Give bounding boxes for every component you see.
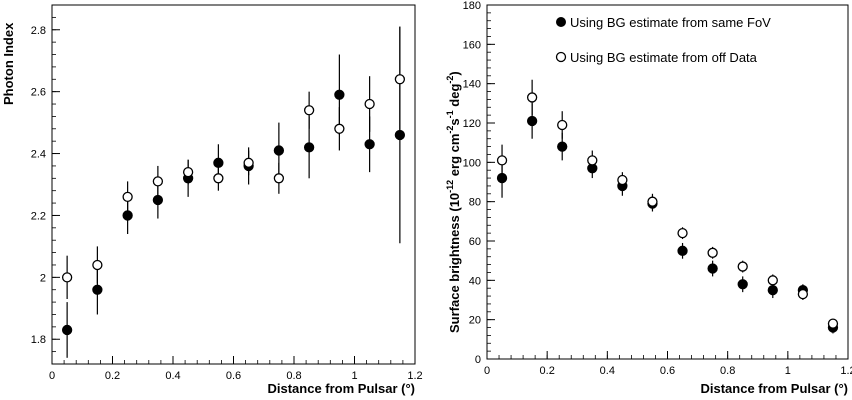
right-y-tick-label: 60 <box>469 236 481 248</box>
ylabel-part-main: Surface brightness (10 <box>447 193 462 333</box>
legend: Using BG estimate from same FoV Using BG… <box>555 15 771 65</box>
left-point-s0 <box>334 89 345 100</box>
left-point-s1 <box>213 173 224 184</box>
right-point-s1 <box>617 174 628 186</box>
ylabel-part-end: ) <box>447 71 462 75</box>
left-x-tick-label: 0.2 <box>105 370 120 382</box>
right-x-tick-label: 0.6 <box>660 365 675 377</box>
left-y-tick-label: 1.8 <box>31 334 46 346</box>
legend-marker-filled <box>556 17 566 27</box>
right-y-tick-label: 100 <box>463 157 481 169</box>
right-x-tick-label: 0.2 <box>540 365 555 377</box>
right-point-s1 <box>767 275 778 286</box>
left-point-s1 <box>273 173 285 184</box>
left-point-s1 <box>364 98 375 110</box>
right-y-tick-label: 160 <box>463 39 481 51</box>
right-y-tick-label: 40 <box>469 275 481 287</box>
left-x-tick-label: 1.2 <box>407 370 422 382</box>
right-point-s1 <box>827 318 839 329</box>
right-point-s1 <box>707 247 718 258</box>
left-x-tick-label: 0 <box>49 370 55 382</box>
right-y-axis-label: Surface brightness (10-12 erg cm-2s-1 de… <box>445 71 462 333</box>
right-data-marks <box>496 79 839 334</box>
left-y-ticks: 1.8 2 2.2 2.4 2.6 2.8 <box>31 4 60 365</box>
left-point-s1 <box>182 166 194 178</box>
left-y-axis-label: Photon Index <box>1 22 16 105</box>
right-y-tick-label: 120 <box>463 118 481 130</box>
right-point-s0 <box>737 279 748 290</box>
left-plot-frame <box>51 4 416 365</box>
left-x-axis-label: Distance from Pulsar (°) <box>267 381 415 396</box>
left-x-ticks: 0 0.2 0.4 0.6 0.8 1 1.2 <box>49 356 423 382</box>
legend-label-off-data: Using BG estimate from off Data <box>570 50 758 65</box>
left-data-marks <box>61 26 406 358</box>
left-point-s1 <box>243 157 254 168</box>
ylabel-part-2: erg cm <box>447 134 462 180</box>
left-point-s0 <box>273 145 285 156</box>
left-point-s1 <box>334 123 345 134</box>
legend-label-same-fov: Using BG estimate from same FoV <box>570 15 771 30</box>
ylabel-sup-4: -2 <box>445 76 455 84</box>
left-point-s1 <box>92 259 103 271</box>
left-point-s0 <box>364 139 375 150</box>
right-x-axis-label: Distance from Pulsar (°) <box>700 381 848 396</box>
right-y-tick-label: 0 <box>475 354 481 366</box>
ylabel-part-3: s <box>447 118 462 125</box>
right-point-s1 <box>496 155 508 166</box>
left-point-s0 <box>303 142 315 153</box>
left-y-tick-label: 2.2 <box>31 210 46 222</box>
right-point-s1 <box>677 227 688 239</box>
surface-brightness-panel: 0 20 40 60 80 100 120 140 160 180 0 0.2 0.4 0.6 0.8 1 1… <box>445 0 852 396</box>
left-x-tick-label: 1 <box>351 370 357 382</box>
left-point-s1 <box>394 74 406 85</box>
left-point-s1 <box>61 272 73 283</box>
right-point-s1 <box>797 288 809 300</box>
right-point-s1 <box>737 261 748 272</box>
left-point-s1 <box>152 176 164 187</box>
right-point-s0 <box>677 245 688 256</box>
left-y-tick-label: 2 <box>40 272 46 284</box>
ylabel-sup-3: -1 <box>445 110 455 118</box>
right-point-s0 <box>707 263 718 274</box>
ylabel-sup-1: -12 <box>445 180 455 193</box>
left-point-s0 <box>61 324 73 336</box>
right-y-tick-label: 80 <box>469 197 481 209</box>
right-x-tick-label: 0.4 <box>600 365 615 377</box>
ylabel-sup-2: -2 <box>445 126 455 134</box>
right-point-s1 <box>647 196 658 207</box>
right-y-tick-label: 180 <box>463 0 481 12</box>
right-point-s0 <box>526 115 538 127</box>
right-x-tick-label: 1 <box>785 365 791 377</box>
right-point-s0 <box>557 141 568 152</box>
photon-index-panel: 1.8 2 2.2 2.4 2.6 2.8 0 0.2 0.4 0.6 0.8 1 1.2 Photo… <box>1 4 423 396</box>
left-y-tick-label: 2.6 <box>31 87 46 99</box>
right-x-tick-label: 1.2 <box>840 365 852 377</box>
right-x-ticks: 0 0.2 0.4 0.6 0.8 1 1.2 <box>484 351 852 377</box>
left-y-tick-label: 2.4 <box>31 149 46 161</box>
ylabel-part-4: deg <box>447 84 462 111</box>
left-x-tick-label: 0.8 <box>286 370 301 382</box>
right-x-tick-label: 0.8 <box>720 365 735 377</box>
right-x-tick-label: 0 <box>484 365 490 377</box>
left-x-tick-label: 0.4 <box>165 370 180 382</box>
right-point-s1 <box>587 155 598 166</box>
left-point-s0 <box>92 284 103 295</box>
right-y-tick-label: 20 <box>469 315 481 327</box>
left-y-tick-label: 2.8 <box>31 25 46 37</box>
right-y-ticks: 0 20 40 60 80 100 120 140 160 180 <box>463 0 495 366</box>
legend-marker-open <box>555 51 567 63</box>
left-point-s1 <box>122 191 133 203</box>
right-point-s1 <box>557 119 568 131</box>
left-point-s1 <box>303 105 315 116</box>
left-x-tick-label: 0.6 <box>226 370 241 382</box>
right-y-tick-label: 140 <box>463 79 481 91</box>
right-point-s1 <box>526 92 538 103</box>
right-point-s0 <box>767 285 778 296</box>
